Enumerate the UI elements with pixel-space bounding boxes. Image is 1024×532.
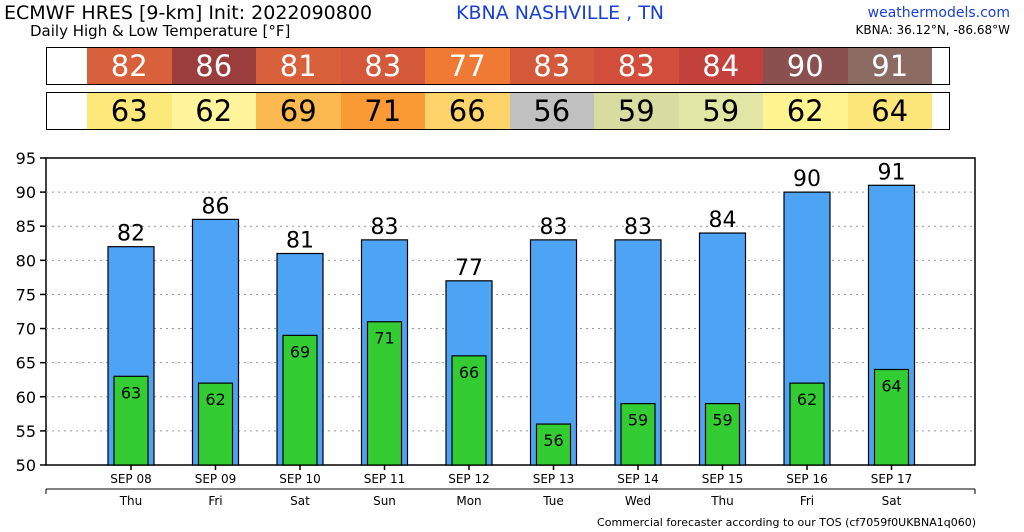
high-value-label: 84 bbox=[709, 208, 737, 233]
site-link[interactable]: weathermodels.com bbox=[867, 5, 1010, 21]
weekday-label: Thu bbox=[710, 494, 734, 508]
x-tick-label: SEP 08 bbox=[110, 472, 152, 486]
x-tick-label: SEP 15 bbox=[702, 472, 744, 486]
weekday-label: Mon bbox=[456, 494, 481, 508]
weekday-label: Fri bbox=[800, 494, 814, 508]
high-value-label: 82 bbox=[117, 222, 145, 247]
x-tick-label: SEP 12 bbox=[448, 472, 490, 486]
low-bar bbox=[197, 382, 234, 466]
weekday-label: Wed bbox=[625, 494, 651, 508]
low-strip-cell: 69 bbox=[256, 93, 341, 129]
y-tick-label: 65 bbox=[16, 354, 36, 373]
footer-disclaimer: Commercial forecaster according to our T… bbox=[597, 516, 976, 529]
low-value-label: 64 bbox=[881, 376, 901, 395]
low-strip-cell: 59 bbox=[678, 93, 763, 129]
high-value-label: 83 bbox=[371, 215, 399, 240]
high-value-label: 77 bbox=[455, 256, 483, 281]
high-strip-cell: 81 bbox=[256, 48, 341, 84]
high-temperature-strip: 82 86 81 83 77 83 83 84 90 91 bbox=[46, 47, 950, 85]
x-tick-label: SEP 17 bbox=[871, 472, 913, 486]
low-value-label: 62 bbox=[797, 390, 817, 409]
low-strip-cell: 56 bbox=[509, 93, 594, 129]
x-tick-label: SEP 16 bbox=[786, 472, 828, 486]
y-tick-label: 60 bbox=[16, 388, 36, 407]
low-bar bbox=[366, 321, 403, 466]
y-tick-label: 90 bbox=[16, 183, 36, 202]
weekday-label: Sat bbox=[882, 494, 902, 508]
low-strip-cell: 62 bbox=[763, 93, 848, 129]
plot-frame bbox=[45, 157, 976, 466]
high-strip-cell: 90 bbox=[763, 48, 848, 84]
x-tick-label: SEP 11 bbox=[364, 472, 406, 486]
low-bar bbox=[620, 403, 656, 466]
high-strip-cell: 83 bbox=[509, 48, 594, 84]
low-value-label: 56 bbox=[543, 431, 563, 450]
y-tick-label: 55 bbox=[16, 422, 36, 441]
low-strip-cell: 66 bbox=[425, 93, 510, 129]
high-strip-cell: 83 bbox=[340, 48, 425, 84]
low-bar bbox=[789, 382, 825, 466]
x-tick-label: SEP 09 bbox=[195, 472, 237, 486]
high-strip-cell: 86 bbox=[171, 48, 256, 84]
low-strip-cell: 64 bbox=[847, 93, 932, 129]
low-strip-cell: 62 bbox=[171, 93, 256, 129]
weekday-label: Fri bbox=[208, 494, 222, 508]
weekday-label: Thu bbox=[119, 494, 143, 508]
y-tick-label: 85 bbox=[16, 217, 36, 236]
chart-subtitle: Daily High & Low Temperature [°F] bbox=[30, 22, 291, 40]
low-value-label: 66 bbox=[459, 363, 479, 382]
x-tick-label: SEP 14 bbox=[617, 472, 659, 486]
x-tick-label: SEP 13 bbox=[533, 472, 575, 486]
low-value-label: 71 bbox=[374, 329, 394, 348]
y-tick-label: 50 bbox=[16, 456, 36, 475]
high-value-label: 91 bbox=[878, 160, 906, 185]
low-bar bbox=[535, 423, 572, 466]
weekday-label: Tue bbox=[542, 494, 564, 508]
low-value-label: 59 bbox=[712, 411, 732, 430]
station-coordinates: KBNA: 36.12°N, -86.68°W bbox=[855, 23, 1010, 37]
high-strip-cell: 82 bbox=[87, 48, 172, 84]
weekday-label: Sat bbox=[290, 494, 310, 508]
low-value-label: 69 bbox=[290, 342, 310, 361]
low-strip-cell: 59 bbox=[594, 93, 679, 129]
chart-title: ECMWF HRES [9-km] Init: 2022090800 bbox=[4, 2, 373, 24]
high-value-label: 83 bbox=[540, 215, 568, 240]
low-value-label: 62 bbox=[205, 390, 225, 409]
high-value-label: 83 bbox=[624, 215, 652, 240]
high-strip-cell: 77 bbox=[425, 48, 510, 84]
high-strip-cell: 84 bbox=[678, 48, 763, 84]
high-value-label: 81 bbox=[286, 229, 314, 254]
x-tick-label: SEP 10 bbox=[279, 472, 321, 486]
low-temperature-strip: 63 62 69 71 66 56 59 59 62 64 bbox=[46, 92, 950, 130]
low-strip-cell: 71 bbox=[340, 93, 425, 129]
weekday-label: Sun bbox=[373, 494, 396, 508]
low-value-label: 63 bbox=[121, 383, 141, 402]
low-bar bbox=[873, 368, 910, 466]
high-strip-cell: 83 bbox=[594, 48, 679, 84]
low-value-label: 59 bbox=[628, 411, 648, 430]
y-tick-label: 80 bbox=[16, 251, 36, 270]
y-tick-label: 70 bbox=[16, 320, 36, 339]
station-name: KBNA NASHVILLE , TN bbox=[456, 2, 665, 24]
high-value-label: 90 bbox=[793, 167, 821, 192]
y-tick-label: 95 bbox=[16, 149, 36, 168]
high-strip-cell: 91 bbox=[847, 48, 932, 84]
high-value-label: 86 bbox=[202, 194, 230, 219]
y-tick-label: 75 bbox=[16, 285, 36, 304]
low-strip-cell: 63 bbox=[87, 93, 172, 129]
